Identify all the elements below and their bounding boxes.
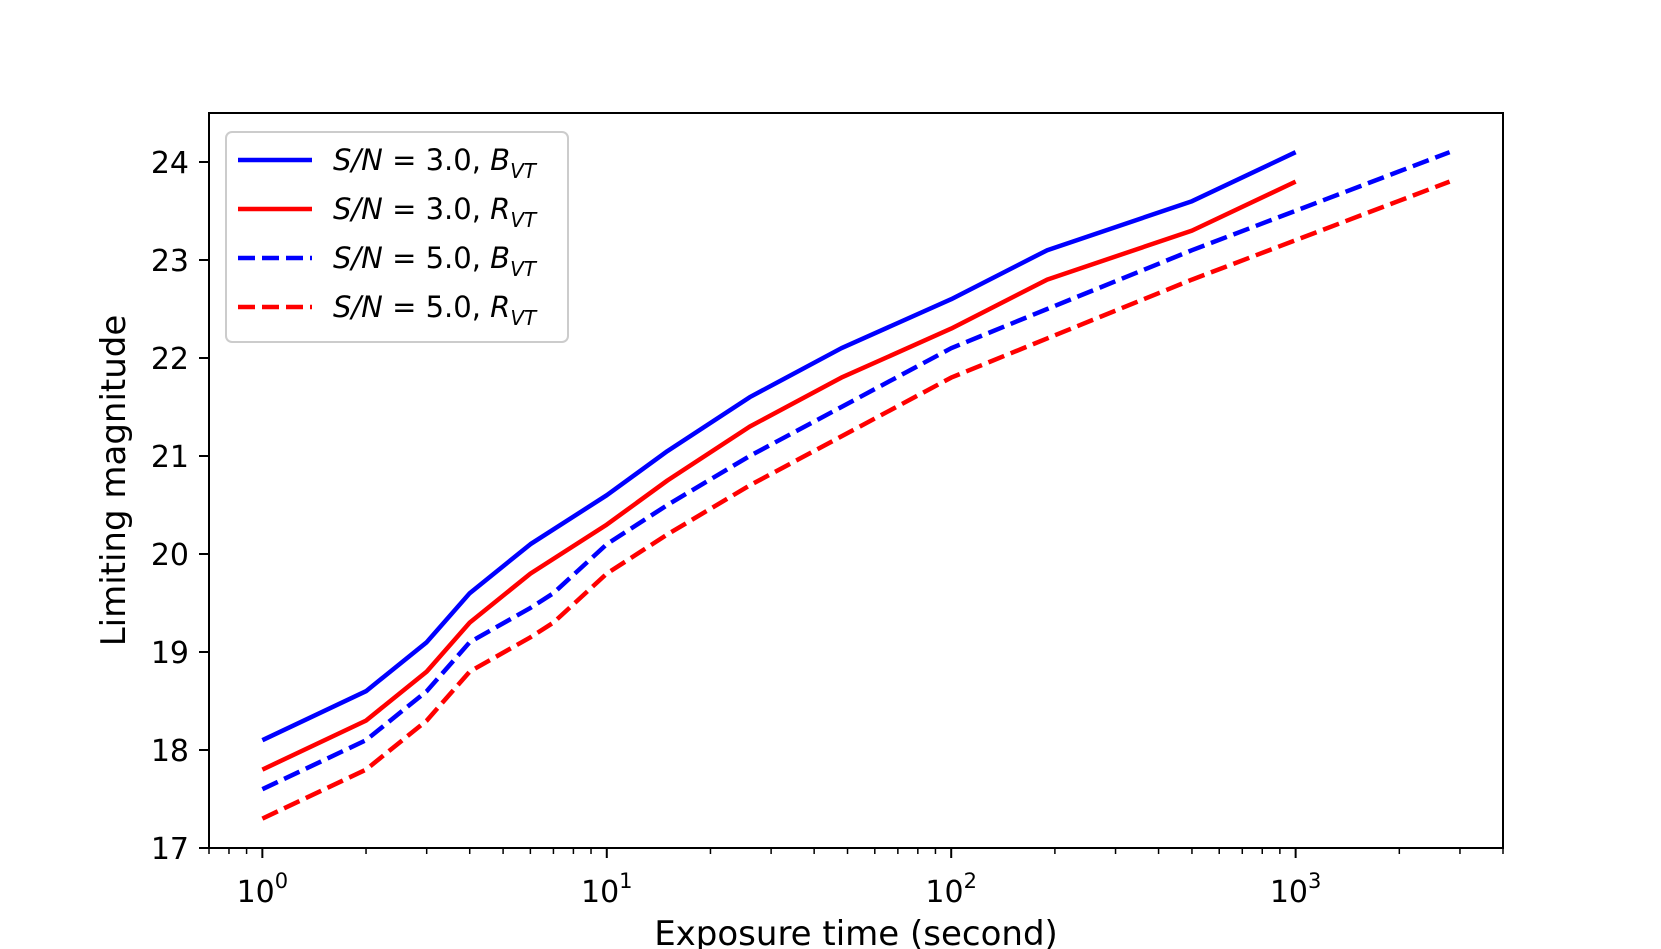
y-tick-label: 20 xyxy=(151,538,189,573)
plot-area xyxy=(261,150,1451,821)
y-tick-label: 17 xyxy=(151,832,189,867)
legend-label: S/N = 3.0, BVT xyxy=(333,143,538,183)
series-line-2 xyxy=(261,179,1297,772)
x-axis-label: Exposure time (second) xyxy=(654,914,1058,949)
x-axis: 100 101 102 103 xyxy=(208,848,1504,910)
x-tick-label: 100 xyxy=(237,869,289,910)
y-axis: 17 18 19 20 21 22 23 24 xyxy=(151,146,209,867)
legend-label: S/N = 3.0, RVT xyxy=(333,192,538,232)
legend-label: S/N = 5.0, RVT xyxy=(333,290,538,330)
y-tick-label: 23 xyxy=(151,244,189,279)
y-tick-label: 24 xyxy=(151,146,189,181)
axes-frame xyxy=(208,112,1504,849)
y-tick-label: 21 xyxy=(151,440,189,475)
legend: S/N = 3.0, BVT S/N = 3.0, RVT S/N = 5.0, B… xyxy=(225,131,569,343)
x-tick-label: 101 xyxy=(581,869,633,910)
legend-label: S/N = 5.0, BVT xyxy=(333,241,538,281)
series-line-4 xyxy=(261,179,1451,821)
x-tick-label: 102 xyxy=(925,869,977,910)
series-line-3 xyxy=(261,150,1451,792)
legend-box xyxy=(225,131,569,343)
y-axis-label: Limiting magnitude xyxy=(94,315,134,647)
y-tick-label: 18 xyxy=(151,734,189,769)
series-line-1 xyxy=(261,150,1297,743)
legend-item: S/N = 3.0, BVT xyxy=(238,143,538,183)
legend-item: S/N = 5.0, BVT xyxy=(238,241,538,281)
x-tick-label: 103 xyxy=(1270,869,1322,910)
y-tick-label: 22 xyxy=(151,342,189,377)
y-tick-label: 19 xyxy=(151,636,189,671)
legend-item: S/N = 3.0, RVT xyxy=(238,192,538,232)
legend-item: S/N = 5.0, RVT xyxy=(238,290,538,330)
